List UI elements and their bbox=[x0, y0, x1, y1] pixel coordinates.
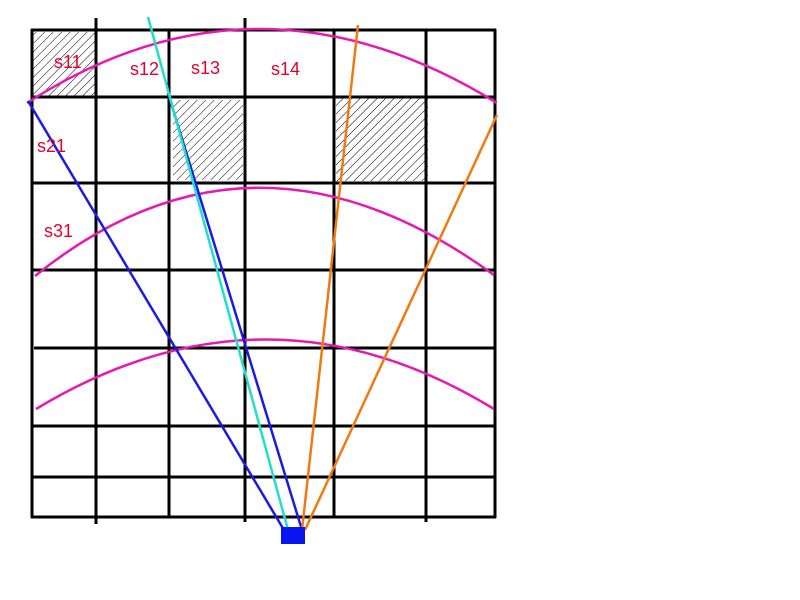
range-arc-3 bbox=[35, 338, 495, 411]
label-s31: s31 bbox=[44, 221, 73, 241]
hatched-cell-s11 bbox=[33, 32, 95, 96]
hatched-cell-s23 bbox=[173, 100, 243, 180]
range-arc-2 bbox=[34, 186, 495, 277]
label-s14: s14 bbox=[271, 59, 300, 79]
label-s12: s12 bbox=[130, 59, 159, 79]
ray-blue-left bbox=[26, 100, 286, 531]
ray-orange-inner bbox=[300, 24, 360, 531]
sensor-rays bbox=[26, 16, 499, 531]
occupied-cells bbox=[33, 32, 428, 181]
grid bbox=[30, 18, 497, 524]
hatched-cell-s25 bbox=[336, 98, 428, 181]
ray-blue-inner bbox=[166, 92, 304, 531]
sensor-square bbox=[281, 527, 305, 544]
cell-labels: s11 s12 s13 s14 s21 s31 bbox=[37, 52, 300, 241]
range-arc-1 bbox=[26, 27, 498, 105]
label-s21: s21 bbox=[37, 136, 66, 156]
label-s11: s11 bbox=[54, 52, 82, 72]
range-arcs bbox=[26, 27, 498, 411]
ray-orange-outer bbox=[303, 114, 499, 531]
label-s13: s13 bbox=[191, 58, 220, 78]
ray-cyan bbox=[146, 16, 290, 531]
